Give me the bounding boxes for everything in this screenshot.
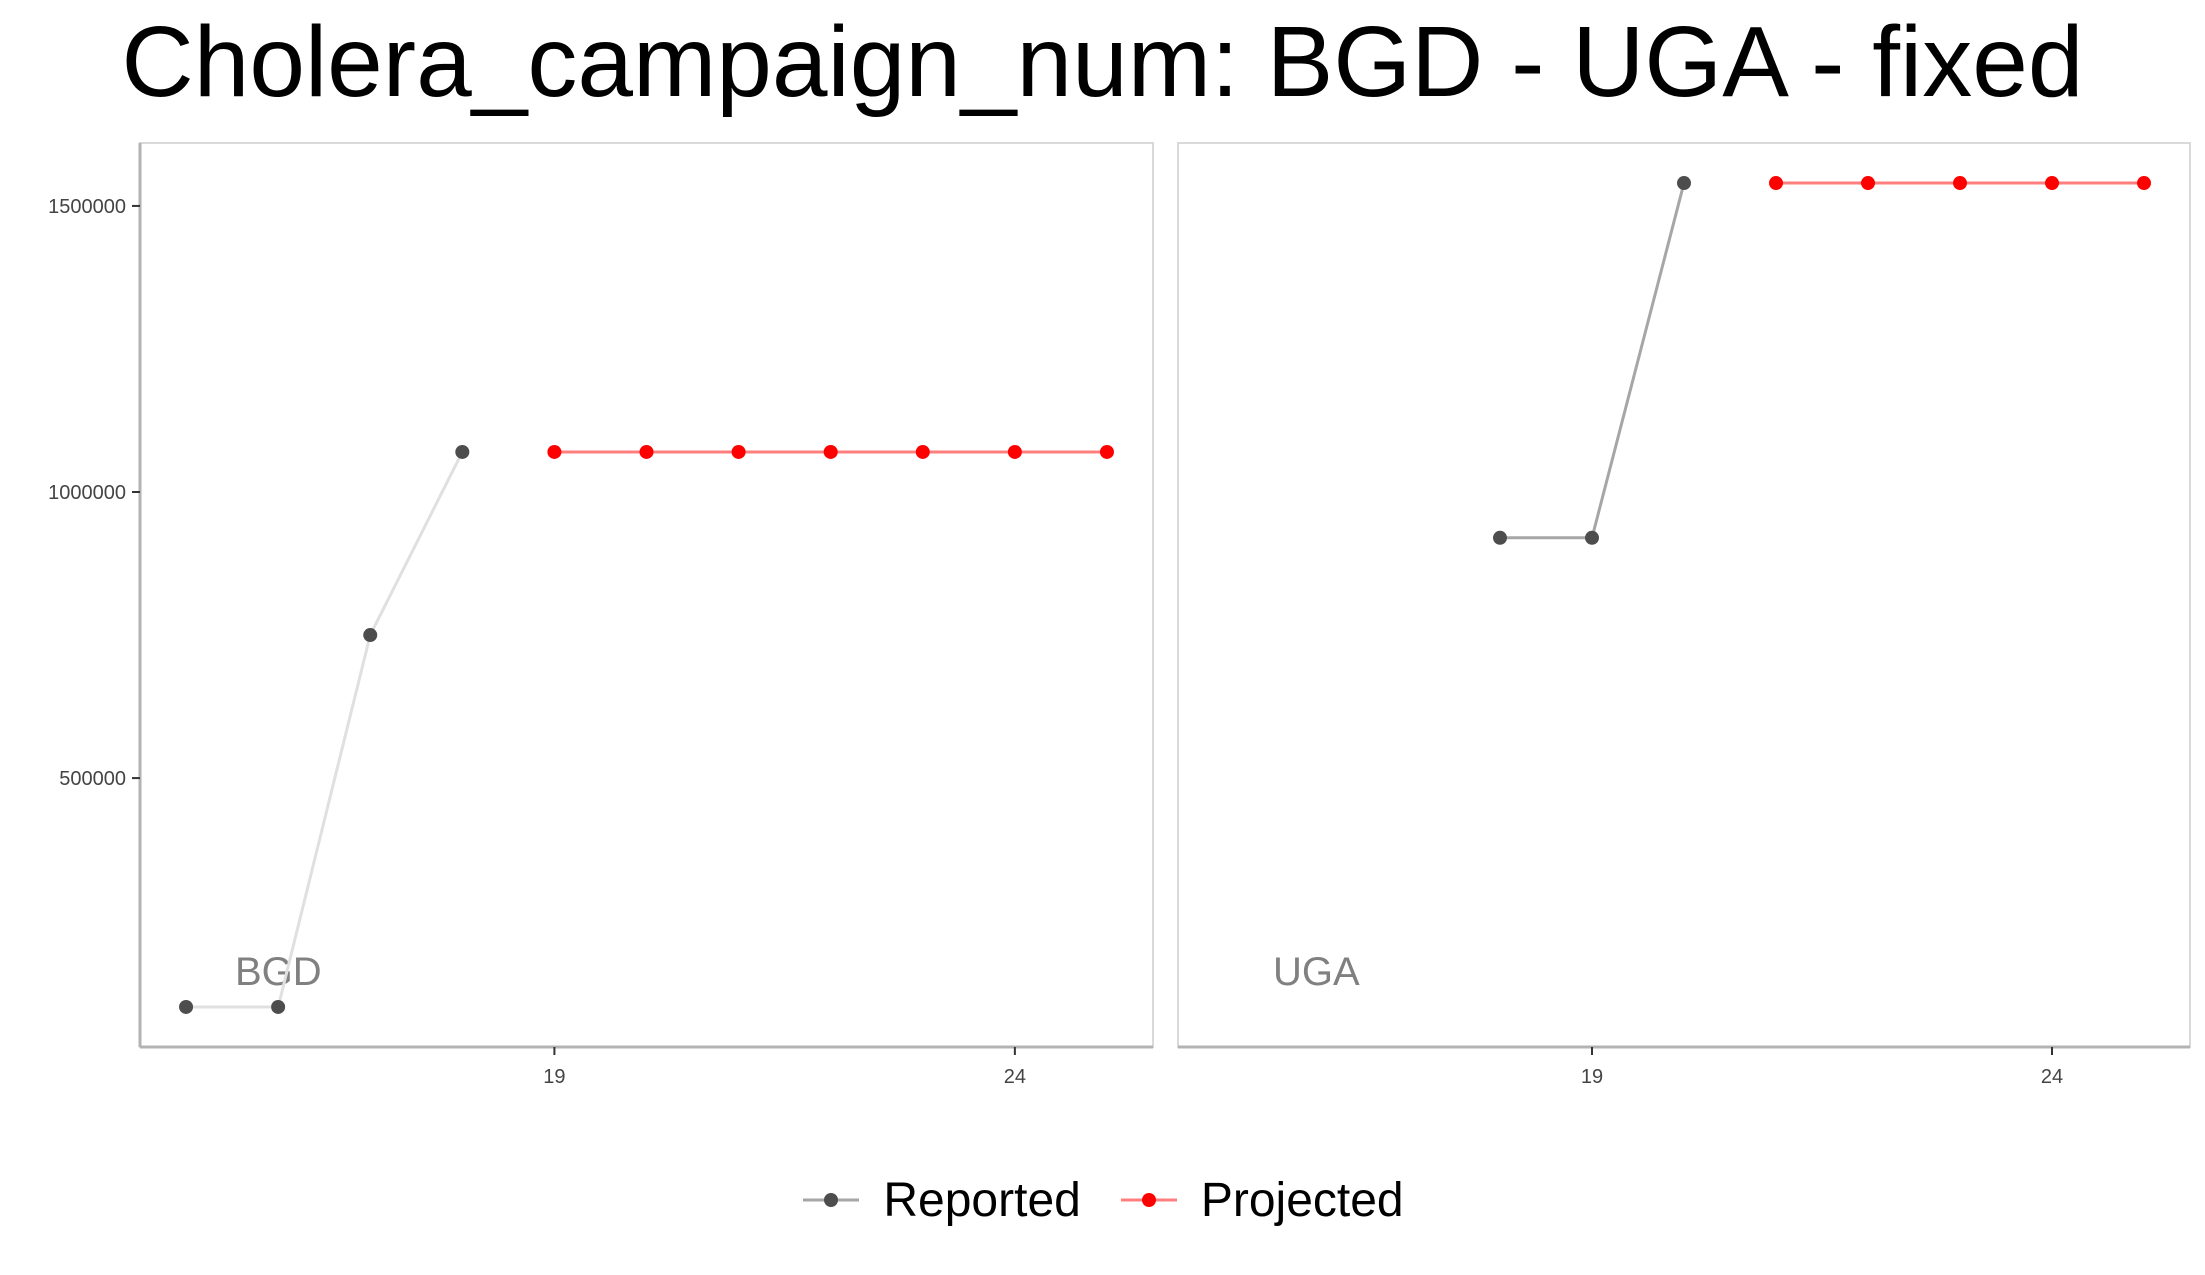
panel-label-uga: UGA	[1273, 950, 1360, 994]
data-point-uga-projected-23	[1953, 176, 1967, 191]
legend-item-reported: Reported	[801, 1173, 1081, 1228]
y-tick-label-500000: 500000	[59, 768, 126, 790]
series-line-uga-reported	[1500, 182, 1686, 540]
data-point-bgd-projected-20	[639, 444, 654, 459]
series-line-bgd-reported	[186, 451, 464, 1009]
data-point-bgd-projected-24	[1007, 444, 1022, 459]
y-tick-label-1000000: 1000000	[48, 482, 126, 504]
data-point-bgd-projected-19	[547, 444, 562, 459]
data-point-bgd-reported-18	[455, 444, 470, 459]
data-point-bgd-projected-22	[823, 444, 838, 459]
legend-label-projected: Projected	[1200, 1173, 1404, 1227]
x-tick-label-bgd-24: 24	[1004, 1066, 1026, 1088]
data-point-bgd-projected-21	[731, 444, 746, 459]
legend: Reported Projected	[0, 1160, 2205, 1240]
x-tick-label-uga-19: 19	[1581, 1066, 1603, 1088]
x-tick-label-bgd-19: 19	[543, 1066, 565, 1088]
data-point-uga-reported-20	[1677, 176, 1691, 191]
data-point-bgd-projected-23	[915, 444, 930, 459]
legend-label-reported: Reported	[883, 1173, 1081, 1227]
data-point-uga-projected-25	[2137, 176, 2151, 191]
x-tick-label-uga-24: 24	[2041, 1066, 2063, 1088]
y-tick-label-1500000: 1500000	[48, 196, 126, 218]
data-point-bgd-reported-15	[179, 999, 194, 1014]
data-point-bgd-reported-16	[271, 999, 286, 1014]
data-point-uga-projected-22	[1861, 176, 1875, 191]
panel-label-bgd: BGD	[235, 950, 322, 994]
data-point-uga-reported-18	[1493, 530, 1507, 545]
data-point-uga-projected-24	[2045, 176, 2059, 191]
legend-point-projected	[1141, 1193, 1156, 1207]
legend-key-reported	[803, 1193, 860, 1207]
legend-item-projected: Projected	[1119, 1173, 1404, 1228]
panel-frame-bgd	[139, 142, 1154, 1048]
data-point-bgd-projected-25	[1099, 444, 1114, 459]
data-point-uga-reported-19	[1585, 530, 1599, 545]
chart-title: Cholera_campaign_num: BGD - UGA - fixed	[121, 6, 2084, 118]
data-point-uga-projected-21	[1769, 176, 1783, 191]
data-point-bgd-reported-17	[363, 628, 378, 643]
panel-frame-uga	[1177, 142, 2191, 1048]
legend-key-projected	[1120, 1193, 1177, 1207]
legend-point-reported	[824, 1193, 839, 1207]
